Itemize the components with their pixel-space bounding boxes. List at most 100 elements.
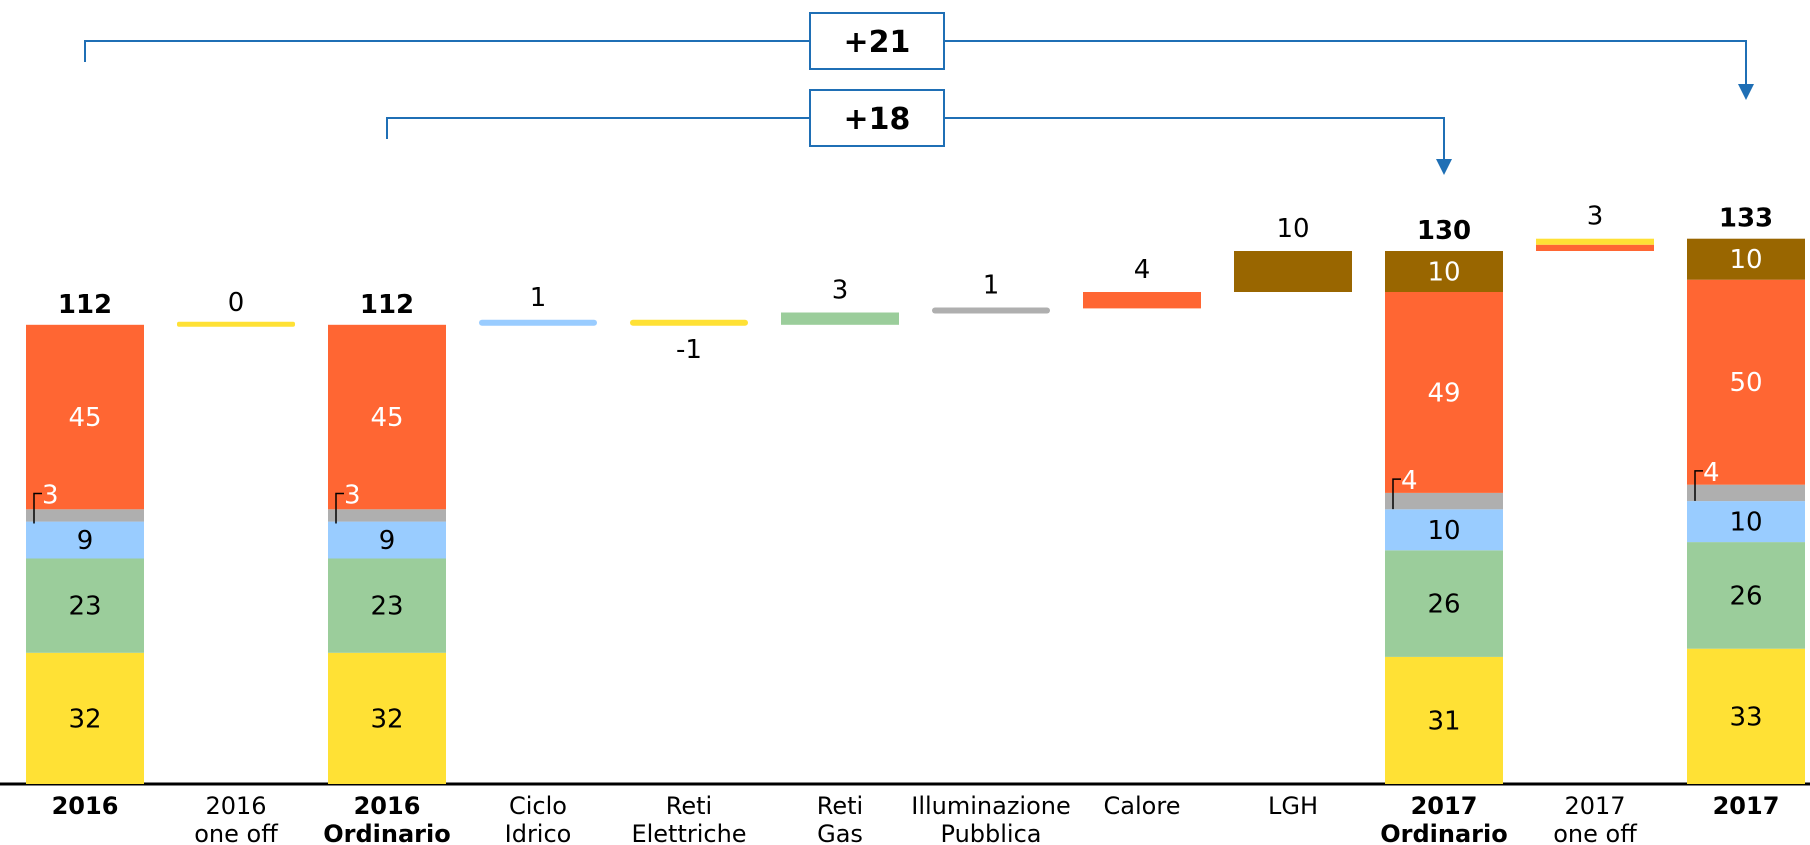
category-label: one off (194, 820, 278, 845)
bars-group (26, 238, 1805, 784)
bar-segment-blue (1385, 509, 1503, 551)
bar-segment-yellow (26, 652, 144, 784)
segment-label: 4 (1703, 458, 1720, 488)
bar-total-label: 112 (360, 290, 414, 320)
segment-label: 23 (370, 592, 403, 622)
delta-label: 3 (832, 276, 849, 306)
category-label: 2017 (1564, 792, 1625, 820)
bar-segment-orange (328, 324, 446, 510)
bar-segment-gray (26, 509, 144, 522)
category-label: Ciclo (509, 792, 567, 820)
bracket-label: +18 (844, 102, 911, 137)
category-label: one off (1553, 820, 1637, 845)
bar-segment-orange (1687, 279, 1805, 485)
segment-label: 50 (1729, 368, 1762, 398)
segment-label: 26 (1729, 581, 1762, 611)
segment-label: 32 (68, 704, 101, 734)
delta-bar (177, 321, 295, 327)
bracket-label-box (809, 89, 945, 147)
delta-bar (1536, 238, 1654, 245)
segment-label: 33 (1729, 702, 1762, 732)
category-label: 2016 (354, 792, 421, 820)
category-label: Gas (817, 820, 863, 845)
category-label: 2017 (1713, 792, 1780, 820)
bar-total-label: 130 (1417, 216, 1471, 246)
delta-bar (630, 319, 748, 326)
segment-label: 10 (1729, 245, 1762, 275)
segment-label: 10 (1427, 258, 1460, 288)
segment-label: 10 (1427, 516, 1460, 546)
segment-label: 10 (1729, 508, 1762, 538)
segment-label: 3 (42, 480, 59, 510)
delta-label: 1 (530, 283, 547, 313)
segment-label: 3 (344, 480, 361, 510)
bar-segment-orange (26, 324, 144, 510)
bar-segment-orange (1385, 292, 1503, 493)
delta-label: 4 (1134, 255, 1151, 285)
callout-leader (1392, 478, 1401, 510)
delta-label: 1 (983, 270, 1000, 300)
bracket-arrowhead (1738, 84, 1754, 100)
bracket-label-box (809, 12, 945, 70)
delta-label: 10 (1276, 214, 1309, 244)
category-label: 2016 (52, 792, 119, 820)
segment-label: 26 (1427, 590, 1460, 620)
segment-label: 23 (68, 592, 101, 622)
bar-segment-green (1687, 542, 1805, 649)
category-label: Elettriche (631, 820, 746, 845)
delta-label: -1 (676, 335, 702, 365)
delta-bar (1234, 251, 1352, 292)
category-label: Reti (817, 792, 863, 820)
callout-leader (1694, 470, 1703, 501)
bar-segment-green (328, 558, 446, 653)
category-label: LGH (1268, 792, 1318, 820)
delta-label: 0 (228, 288, 245, 318)
segment-label: 9 (77, 526, 94, 556)
segment-label: 31 (1427, 706, 1460, 736)
bar-segment-yellow (328, 652, 446, 784)
labels-group: 3223934511232239345112312610449101303326… (33, 202, 1773, 736)
delta-label: 3 (1587, 202, 1604, 232)
category-label: Ordinario (1380, 820, 1507, 845)
segment-label: 49 (1427, 378, 1460, 408)
delta-bar (479, 319, 597, 326)
category-label: 2017 (1411, 792, 1478, 820)
category-label: Calore (1104, 792, 1181, 820)
bar-segment-yellow (1687, 648, 1805, 784)
bar-segment-gray (1687, 484, 1805, 502)
category-label: Idrico (505, 820, 572, 845)
segment-label: 4 (1401, 466, 1418, 496)
bar-segment-brown (1385, 251, 1503, 292)
bracket-label: +21 (844, 25, 911, 60)
bar-segment-blue (26, 521, 144, 559)
callout-leader (335, 492, 344, 524)
delta-bar (932, 307, 1050, 314)
brackets-group: +21 +18 (84, 12, 1754, 175)
bar-segment-gray (328, 509, 446, 522)
segment-label: 9 (379, 526, 396, 556)
bar-segment-gray (1385, 492, 1503, 510)
category-label: Reti (666, 792, 712, 820)
segment-label: 32 (370, 704, 403, 734)
category-label: 2016 (205, 792, 266, 820)
category-label: Pubblica (941, 820, 1042, 845)
delta-bar (1083, 292, 1201, 309)
bar-segment-brown (1687, 238, 1805, 280)
bar-total-label: 112 (58, 290, 112, 320)
bar-segment-green (1385, 550, 1503, 657)
bar-segment-yellow (1385, 656, 1503, 784)
segment-label: 45 (68, 403, 101, 433)
bar-segment-green (26, 558, 144, 653)
category-label: Ordinario (323, 820, 450, 845)
category-label: Illuminazione (911, 792, 1071, 820)
bar-segment-blue (328, 521, 446, 559)
delta-bar (781, 312, 899, 325)
bar-total-label: 133 (1719, 204, 1773, 234)
segment-label: 45 (370, 403, 403, 433)
delta-bar (1536, 244, 1654, 251)
bar-segment-blue (1687, 501, 1805, 543)
bracket-arrowhead (1436, 159, 1452, 175)
callout-leader (33, 492, 42, 524)
